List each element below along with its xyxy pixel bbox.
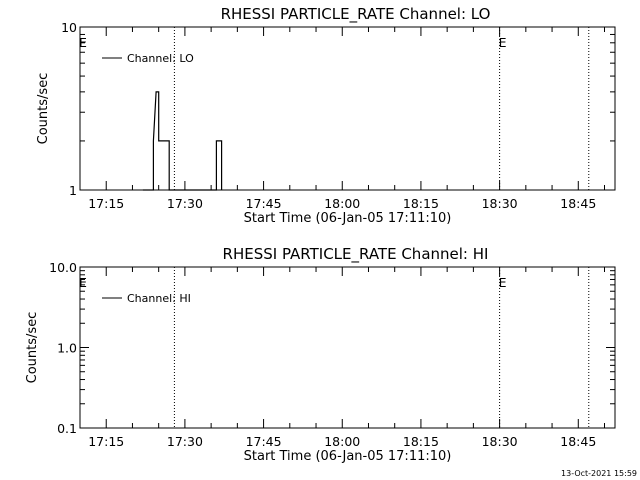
- x-tick-label: 18:00: [324, 196, 360, 211]
- x-tick-label: 18:45: [560, 434, 596, 449]
- x-axis-label: Start Time (06-Jan-05 17:11:10): [244, 211, 452, 226]
- chart-title: RHESSI PARTICLE_RATE Channel: HI: [223, 245, 489, 264]
- event-marker-label: E: [499, 35, 507, 50]
- x-tick-label: 18:30: [482, 434, 518, 449]
- event-marker-label: E: [79, 35, 87, 50]
- x-tick-label: 18:15: [403, 434, 439, 449]
- x-tick-label: 17:15: [88, 434, 124, 449]
- x-tick-label: 17:30: [167, 196, 203, 211]
- y-tick-label: 10: [61, 20, 77, 35]
- legend-entry: Channel: LO: [127, 52, 194, 65]
- y-tick-label: 1: [69, 183, 77, 198]
- x-tick-label: 17:15: [88, 196, 124, 211]
- series-line-0: [142, 91, 223, 191]
- y-axis-label: Counts/sec: [25, 312, 40, 384]
- x-tick-label: 18:00: [324, 434, 360, 449]
- y-tick-label: 0.1: [57, 421, 77, 436]
- chart-title: RHESSI PARTICLE_RATE Channel: LO: [221, 5, 491, 24]
- x-tick-label: 18:30: [482, 196, 518, 211]
- y-tick-label: 1.0: [57, 341, 77, 356]
- y-axis-label: Counts/sec: [36, 73, 51, 145]
- x-tick-label: 17:30: [167, 434, 203, 449]
- chart-panel-0: RHESSI PARTICLE_RATE Channel: LO Counts/s…: [36, 5, 616, 226]
- y-tick-label: 10.0: [49, 260, 77, 275]
- x-axis-label: Start Time (06-Jan-05 17:11:10): [244, 449, 452, 464]
- plot-frame: [79, 26, 616, 191]
- chart-panel-1: RHESSI PARTICLE_RATE Channel: HI Counts/s…: [25, 245, 616, 464]
- x-tick-label: 17:45: [246, 434, 282, 449]
- x-tick-label: 18:45: [560, 196, 596, 211]
- event-marker-label: E: [79, 275, 87, 290]
- legend-entry: Channel: HI: [127, 292, 191, 305]
- event-marker-label: E: [499, 275, 507, 290]
- x-tick-label: 18:15: [403, 196, 439, 211]
- x-tick-label: 17:45: [246, 196, 282, 211]
- generation-timestamp: 13-Oct-2021 15:59: [561, 469, 637, 478]
